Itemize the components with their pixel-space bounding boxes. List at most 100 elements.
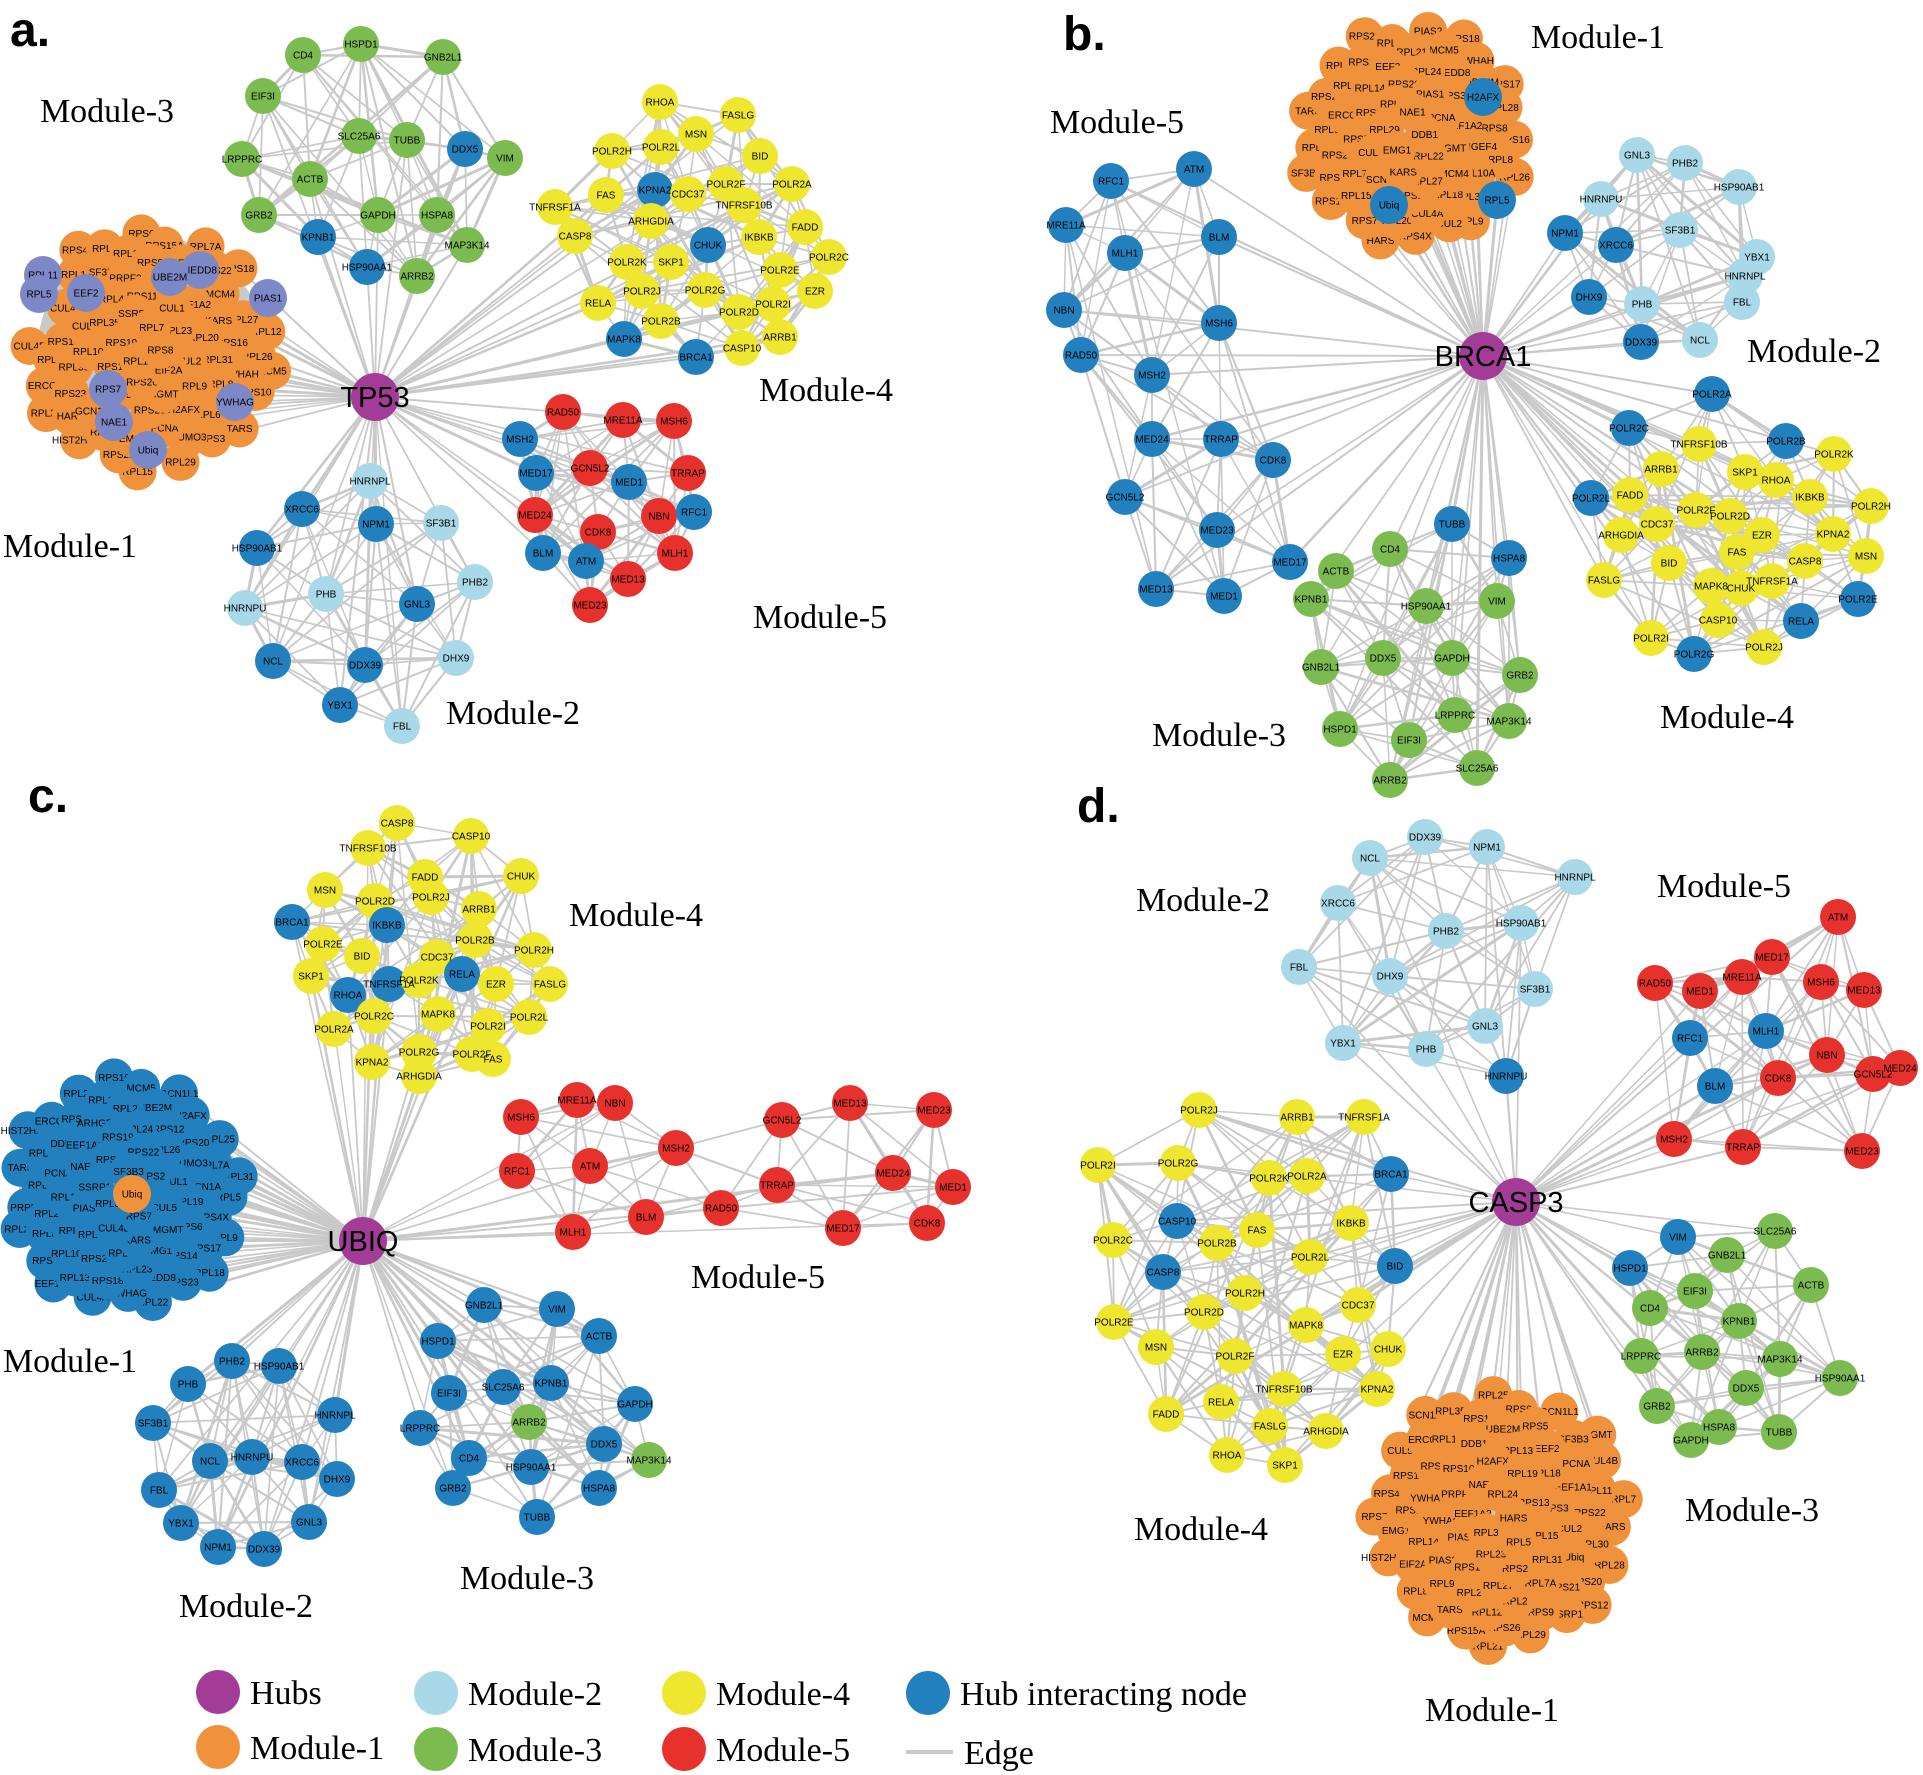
svg-text:MLH1: MLH1 [560, 1228, 587, 1239]
svg-text:RPS4X: RPS4X [1399, 231, 1432, 242]
svg-text:RELA: RELA [585, 299, 611, 310]
svg-text:PRPF3: PRPF3 [10, 1203, 43, 1214]
svg-text:MED13: MED13 [1139, 585, 1173, 596]
svg-text:RPS4X: RPS4X [196, 1213, 229, 1224]
svg-text:GAPDH: GAPDH [360, 211, 396, 222]
svg-text:HSP90AA1: HSP90AA1 [342, 263, 393, 274]
svg-text:MSN: MSN [1145, 1343, 1167, 1354]
svg-text:KPNA2: KPNA2 [639, 186, 672, 197]
svg-text:VIM: VIM [1669, 1233, 1687, 1244]
svg-text:b.: b. [1063, 8, 1106, 61]
svg-text:SKP1: SKP1 [658, 258, 684, 269]
svg-text:HNRNPL: HNRNPL [1554, 873, 1596, 884]
svg-text:SF3B3: SF3B3 [1291, 168, 1322, 179]
svg-text:MCM4: MCM4 [206, 289, 236, 300]
svg-text:RAD50: RAD50 [1639, 979, 1672, 990]
svg-text:MED17: MED17 [519, 469, 553, 480]
svg-text:RPL21: RPL21 [1473, 1642, 1504, 1653]
svg-text:FADD: FADD [1153, 1410, 1180, 1421]
svg-text:SKP1: SKP1 [1272, 1461, 1298, 1472]
svg-text:RAD50: RAD50 [1065, 351, 1098, 362]
svg-text:RPS5: RPS5 [1343, 135, 1370, 146]
svg-text:RPS6: RPS6 [1319, 173, 1346, 184]
svg-text:RPL9: RPL9 [182, 382, 207, 393]
svg-text:HSPD1: HSPD1 [421, 1337, 455, 1348]
svg-text:H2AFX: H2AFX [175, 1111, 208, 1122]
svg-text:CDC37: CDC37 [1641, 520, 1674, 531]
svg-text:Module-3: Module-3 [40, 93, 174, 130]
svg-text:NEDD8: NEDD8 [1437, 68, 1471, 79]
svg-text:RPS13: RPS13 [1518, 1498, 1550, 1509]
svg-text:CASP8: CASP8 [1789, 557, 1822, 568]
svg-text:a.: a. [10, 4, 50, 57]
svg-text:RPS4X: RPS4X [62, 245, 95, 256]
svg-text:RPS21: RPS21 [1548, 1582, 1580, 1593]
svg-text:TUBB: TUBB [1766, 1428, 1793, 1439]
svg-text:HNRNPL: HNRNPL [349, 477, 391, 488]
svg-text:NEDD8: NEDD8 [183, 266, 217, 277]
svg-text:DHX9: DHX9 [1576, 293, 1603, 304]
svg-text:KPNB1: KPNB1 [535, 1379, 568, 1390]
svg-text:TRRAP: TRRAP [671, 469, 705, 480]
svg-text:RPS5: RPS5 [1522, 1421, 1549, 1432]
svg-text:MED24: MED24 [1883, 1064, 1917, 1075]
svg-text:MED23: MED23 [1845, 1147, 1879, 1158]
svg-text:RPL12: RPL12 [1472, 1607, 1503, 1618]
svg-text:MRE11A: MRE11A [1722, 973, 1762, 984]
svg-text:RPL21: RPL21 [34, 1209, 65, 1220]
svg-text:KARS: KARS [1390, 168, 1418, 179]
svg-text:POLR2B: POLR2B [1766, 437, 1806, 448]
svg-text:EEF1A2: EEF1A2 [1445, 121, 1483, 132]
svg-text:POLR2B: POLR2B [1197, 1239, 1237, 1250]
svg-text:EEF2: EEF2 [1375, 62, 1400, 73]
svg-text:RPL24: RPL24 [123, 1125, 154, 1136]
svg-text:RELA: RELA [1208, 1398, 1234, 1409]
svg-text:RPL20: RPL20 [188, 333, 219, 344]
svg-text:Module-1: Module-1 [1531, 19, 1665, 56]
svg-text:RPS20: RPS20 [1570, 1577, 1602, 1588]
svg-text:ACTB: ACTB [297, 175, 324, 186]
svg-text:FBL: FBL [1733, 298, 1752, 309]
svg-text:RPS19: RPS19 [102, 1133, 134, 1144]
svg-text:RPL10A: RPL10A [1432, 1435, 1470, 1446]
svg-text:RFC1: RFC1 [1677, 1034, 1704, 1045]
svg-text:RPS9: RPS9 [1397, 191, 1424, 202]
svg-text:CUL2: CUL2 [176, 357, 202, 368]
svg-text:FBL: FBL [150, 1486, 169, 1497]
svg-text:TNFRSF10B: TNFRSF10B [715, 201, 773, 212]
svg-text:RPL28: RPL28 [37, 355, 68, 366]
svg-text:ARRB1: ARRB1 [1644, 465, 1678, 476]
svg-text:POLR2H: POLR2H [514, 946, 554, 957]
svg-text:RPS8: RPS8 [1482, 123, 1509, 134]
svg-text:YBX1: YBX1 [1744, 253, 1770, 264]
svg-text:RHOA: RHOA [1762, 476, 1791, 487]
svg-text:RPS22: RPS22 [128, 1148, 160, 1159]
svg-text:RPS18: RPS18 [92, 1276, 124, 1287]
svg-text:Module-5: Module-5 [753, 599, 887, 636]
svg-text:RFC1: RFC1 [1098, 177, 1125, 188]
svg-text:CASP10: CASP10 [452, 832, 491, 843]
svg-text:PHB2: PHB2 [219, 1357, 246, 1368]
svg-text:RPL11: RPL11 [51, 1193, 81, 1204]
svg-text:KPNB1: KPNB1 [302, 233, 335, 244]
svg-text:SF3B1: SF3B1 [426, 519, 457, 530]
svg-text:H2AFX: H2AFX [1477, 1457, 1510, 1468]
svg-text:RPL18: RPL18 [1433, 190, 1464, 201]
svg-text:TNFRSF1A: TNFRSF1A [1746, 577, 1798, 588]
svg-text:RPL7A: RPL7A [190, 242, 222, 253]
svg-text:RPL15: RPL15 [1528, 1531, 1559, 1542]
svg-text:FASLG: FASLG [722, 111, 754, 122]
svg-text:RPL18: RPL18 [194, 1268, 225, 1279]
svg-text:POLR2D: POLR2D [355, 897, 395, 908]
svg-text:CHUK: CHUK [507, 872, 536, 883]
svg-text:IKBKB: IKBKB [744, 233, 774, 244]
svg-text:HSPD1: HSPD1 [1613, 1264, 1647, 1275]
svg-text:HSPA8: HSPA8 [583, 1484, 615, 1495]
svg-text:POLR2C: POLR2C [809, 253, 849, 264]
svg-text:EIF3I: EIF3I [437, 1389, 461, 1400]
svg-text:SF3B1: SF3B1 [1665, 226, 1696, 237]
svg-text:RPL6: RPL6 [1314, 125, 1339, 136]
svg-text:HSPA8: HSPA8 [1493, 554, 1525, 565]
svg-text:NCL: NCL [200, 1457, 220, 1468]
svg-text:GCN1L1: GCN1L1 [160, 1089, 199, 1100]
